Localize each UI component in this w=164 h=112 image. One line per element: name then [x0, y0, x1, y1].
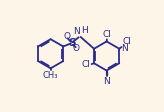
Text: N: N	[73, 27, 80, 36]
Text: H: H	[81, 26, 88, 35]
Text: Cl: Cl	[103, 30, 112, 39]
Text: N: N	[103, 77, 110, 86]
Text: O: O	[63, 32, 71, 41]
Text: S: S	[68, 38, 75, 48]
Text: N: N	[121, 44, 128, 53]
Text: O: O	[73, 44, 80, 53]
Text: Cl: Cl	[123, 38, 132, 46]
Text: Cl: Cl	[82, 60, 91, 69]
Text: CH₃: CH₃	[43, 71, 58, 80]
